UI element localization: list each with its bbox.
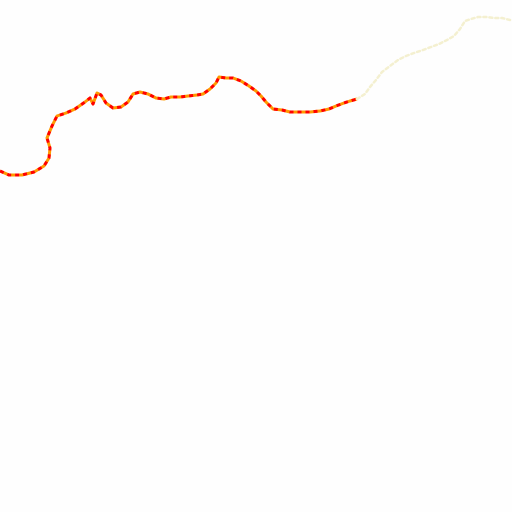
faint-route[interactable] xyxy=(355,15,512,101)
highlighted-route-line[interactable] xyxy=(0,75,358,177)
highlighted-route[interactable] xyxy=(0,75,358,177)
faint-route-line[interactable] xyxy=(355,15,512,101)
